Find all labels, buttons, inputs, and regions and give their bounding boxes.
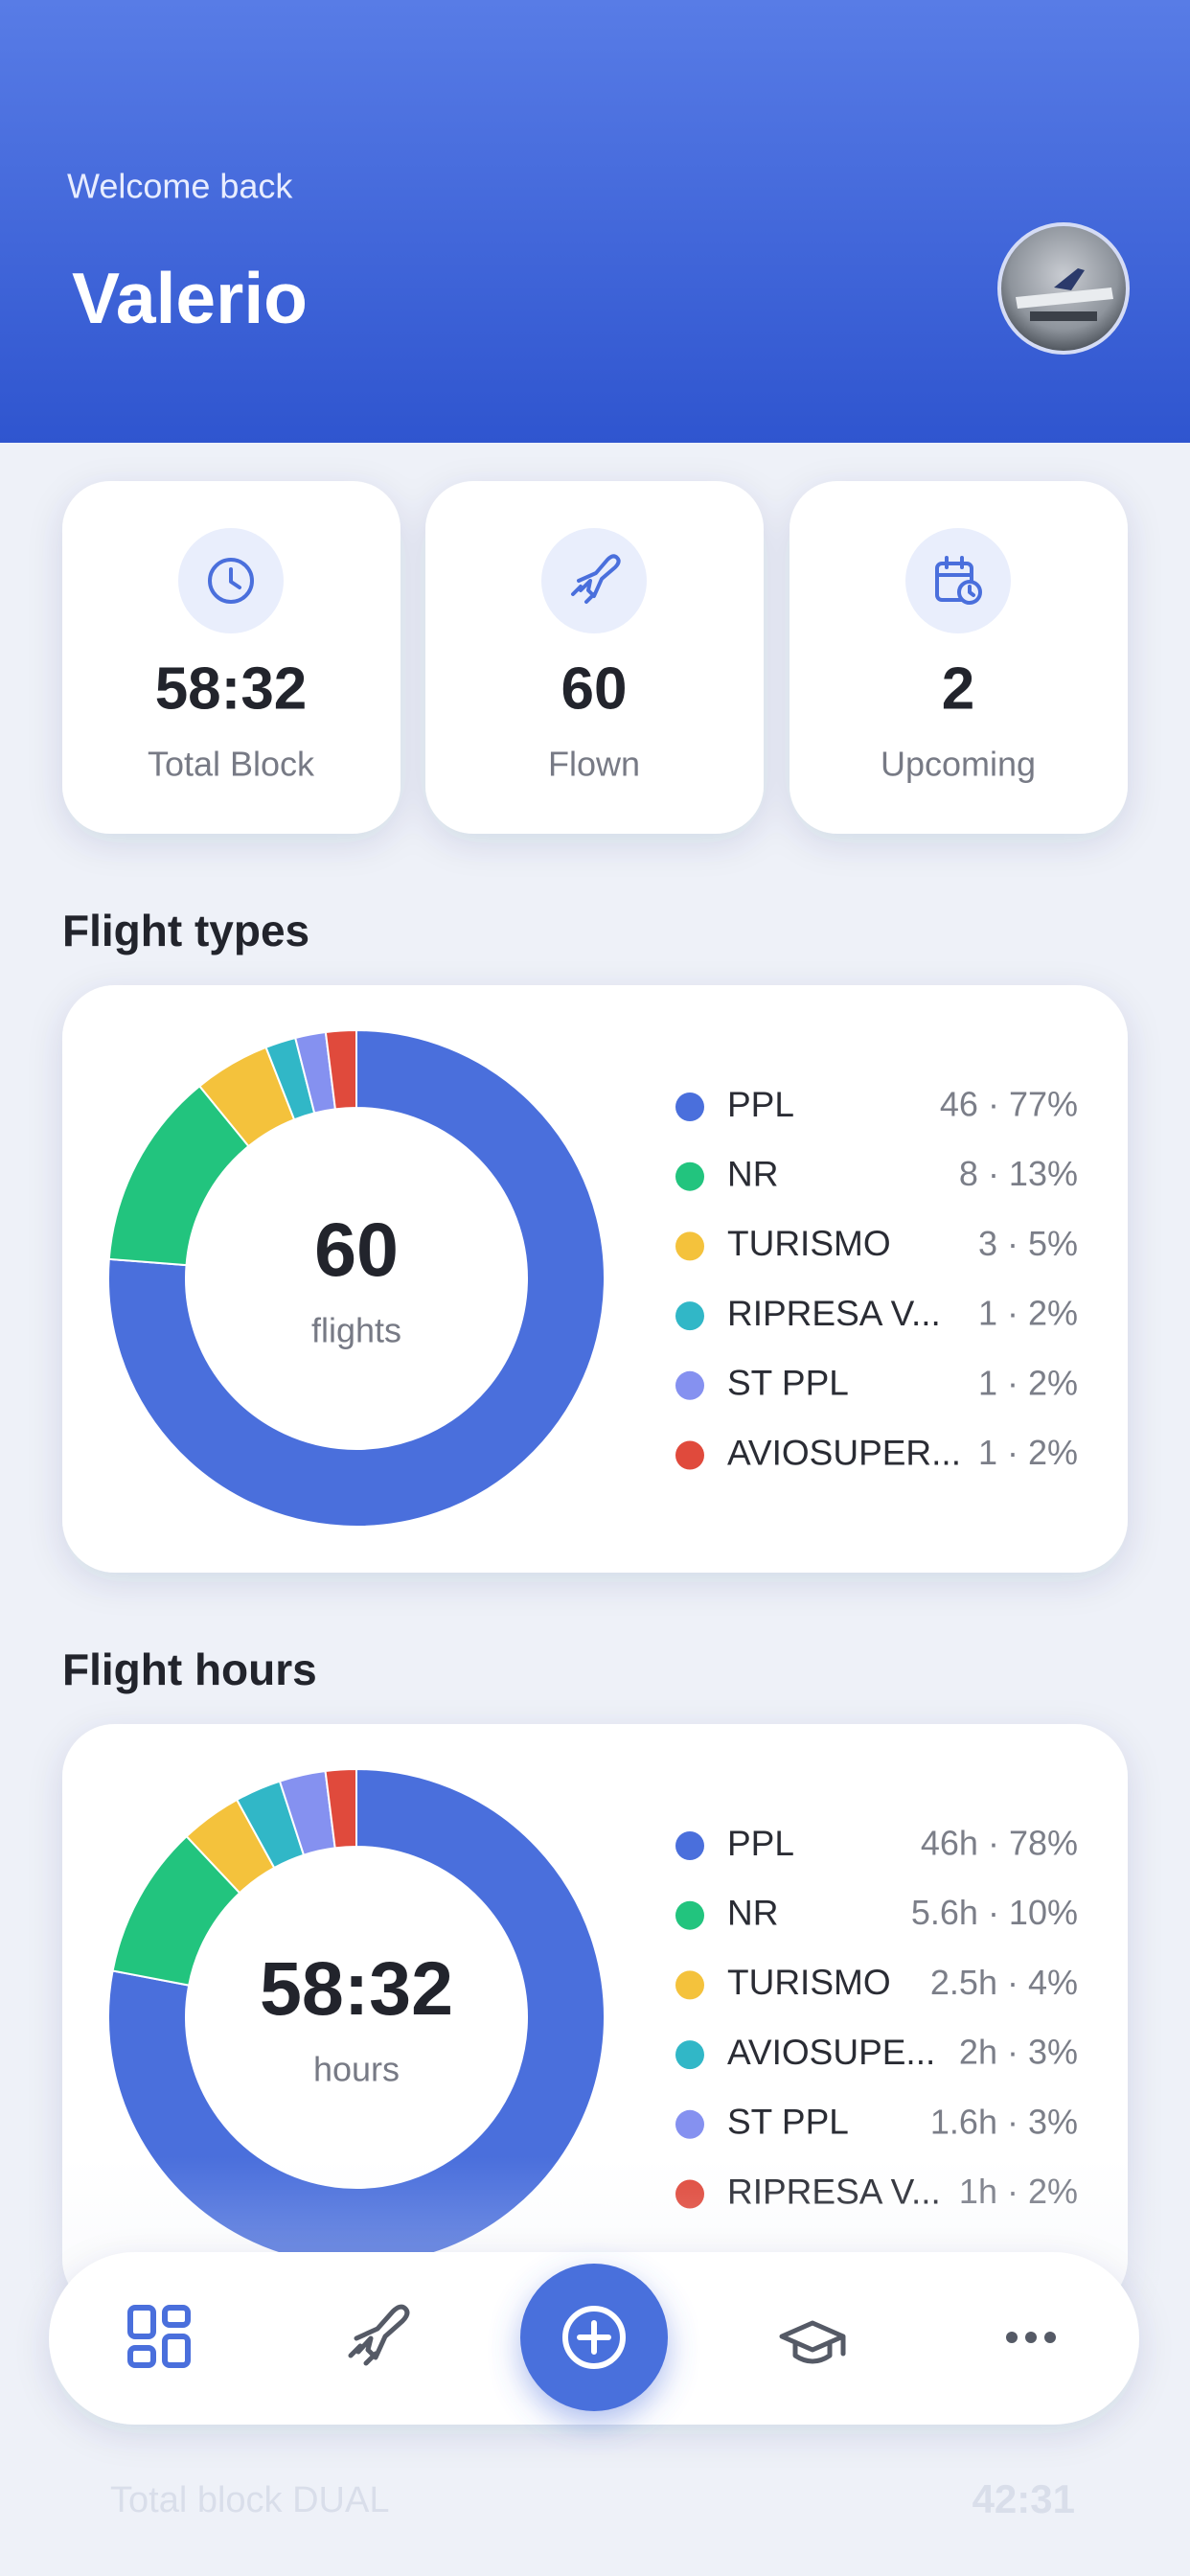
legend-dot	[675, 2109, 704, 2139]
legend-dot	[675, 1370, 704, 1400]
legend-dot	[675, 1162, 704, 1191]
header-bg	[0, 0, 1190, 443]
greeting: Welcome back	[67, 167, 293, 206]
legend-dot	[675, 1900, 704, 1930]
legend-dot	[675, 1231, 704, 1261]
nav-more[interactable]	[1006, 2332, 1056, 2343]
section-title: Flight hours	[62, 1644, 317, 1694]
stat-label: Upcoming	[881, 745, 1036, 784]
section-title: Flight types	[62, 906, 309, 955]
user-name: Valerio	[72, 258, 308, 338]
center-value: 58:32	[260, 1945, 453, 2031]
legend-dot	[675, 1092, 704, 1121]
stat-value: 60	[561, 656, 628, 722]
legend-value: 46h · 78%	[921, 1824, 1078, 1863]
legend-name: ST PPL	[727, 1364, 849, 1403]
legend-name: NR	[727, 1154, 778, 1193]
stat-label: Flown	[548, 745, 640, 784]
legend-name: TURISMO	[727, 1224, 891, 1263]
icon-bg	[905, 528, 1011, 633]
legend-name: AVIOSUPER...	[727, 1433, 961, 1472]
stat-card	[790, 481, 1128, 834]
legend-value: 8 · 13%	[959, 1154, 1078, 1193]
legend-value: 5.6h · 10%	[911, 1893, 1078, 1932]
donut-segment	[324, 1028, 357, 1111]
center-label: flights	[311, 1311, 401, 1350]
charts: 60 flights PPL 46 · 77% NR 8 · 13% TURISMO 3 · …	[107, 1028, 1078, 2266]
footer-label: Total block DUAL	[110, 2480, 389, 2520]
nav-training[interactable]	[779, 2320, 846, 2364]
legend-value: 1.6h · 3%	[930, 2102, 1078, 2141]
stat-value: 2	[942, 656, 974, 722]
stat-card	[62, 481, 400, 834]
stat-label: Total Block	[148, 745, 315, 784]
plane-icon	[571, 554, 621, 604]
legend-dot	[675, 1301, 704, 1331]
center-value: 60	[314, 1207, 399, 1292]
legend-value: 3 · 5%	[978, 1224, 1078, 1263]
footer-value: 42:31	[973, 2476, 1075, 2521]
nav-dashboard[interactable]	[127, 2305, 191, 2368]
legend-name: PPL	[727, 1824, 794, 1863]
legend-dot	[675, 2040, 704, 2070]
legend-name: ST PPL	[727, 2103, 849, 2142]
legend-value: 1 · 2%	[978, 1294, 1078, 1333]
legend-name: NR	[727, 1893, 778, 1932]
calendar-icon	[935, 556, 982, 605]
nav-flights[interactable]	[348, 2304, 410, 2366]
stat-card	[425, 481, 764, 834]
legend-name: PPL	[727, 1085, 794, 1124]
legend-value: 46 · 77%	[940, 1085, 1078, 1124]
legend-name: TURISMO	[727, 1963, 891, 2002]
legend-dot	[675, 1440, 704, 1470]
legend-dot	[675, 1831, 704, 1860]
clock-icon	[208, 558, 254, 604]
legend-value: 2h · 3%	[959, 2033, 1078, 2072]
legend-name: AVIOSUPE...	[727, 2033, 935, 2072]
donut-segment	[107, 1028, 606, 1528]
stat-value: 58:32	[155, 656, 308, 722]
legend-dot	[675, 1970, 704, 2000]
add-icon	[562, 2306, 626, 2369]
legend-name: RIPRESA V...	[727, 1294, 941, 1333]
donut-segment	[107, 1767, 606, 2266]
center-label: hours	[313, 2050, 400, 2089]
legend-value: 1 · 2%	[978, 1363, 1078, 1402]
icon-bg	[541, 528, 647, 633]
legend-value: 1 · 2%	[978, 1433, 1078, 1472]
legend-value: 2.5h · 4%	[930, 1963, 1078, 2002]
donut-segment	[324, 1767, 357, 1850]
avatar[interactable]	[997, 222, 1130, 355]
